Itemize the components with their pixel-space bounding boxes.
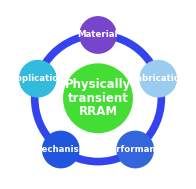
Text: Fabrication: Fabrication [131, 74, 186, 83]
Circle shape [116, 131, 154, 168]
Circle shape [79, 16, 117, 54]
Circle shape [139, 60, 177, 98]
Text: Application: Application [10, 74, 65, 83]
Text: Physically: Physically [65, 78, 131, 91]
Text: Mechanism: Mechanism [34, 145, 88, 154]
Circle shape [42, 131, 80, 168]
Text: Material: Material [78, 30, 118, 40]
Circle shape [63, 63, 133, 133]
Text: RRAM: RRAM [78, 105, 118, 118]
Text: Performance: Performance [104, 145, 166, 154]
Text: transient: transient [68, 92, 128, 105]
Circle shape [19, 60, 57, 98]
